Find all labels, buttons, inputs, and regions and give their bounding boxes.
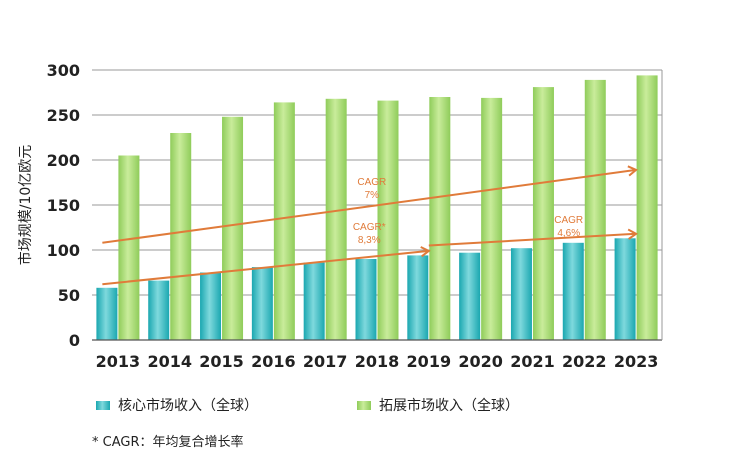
x-tick-label: 2020 bbox=[458, 352, 503, 371]
x-tick-label: 2017 bbox=[303, 352, 348, 371]
cagr-annotation: CAGR 7% bbox=[357, 177, 386, 201]
bar-extended-market bbox=[429, 97, 451, 340]
trend-line bbox=[102, 249, 429, 286]
x-tick-label: 2023 bbox=[614, 352, 659, 371]
x-tick-label: 2021 bbox=[510, 352, 555, 371]
footnote: * CAGR：年均复合增长率 bbox=[92, 434, 243, 450]
bar-extended-market bbox=[481, 97, 503, 341]
trend-arrowhead bbox=[420, 246, 431, 258]
cagr-annotation: CAGR 4,6% bbox=[554, 215, 583, 239]
y-tick-label: 250 bbox=[47, 106, 80, 125]
y-tick-label: 200 bbox=[47, 151, 80, 170]
bar-core-market bbox=[303, 262, 325, 340]
bar-extended-market bbox=[532, 87, 554, 340]
trend-line bbox=[102, 168, 637, 244]
bar-core-market bbox=[148, 280, 170, 340]
y-tick-label: 100 bbox=[47, 241, 80, 260]
x-tick-label: 2014 bbox=[147, 352, 192, 371]
x-tick-label: 2018 bbox=[355, 352, 400, 371]
bar-extended-market bbox=[325, 98, 347, 340]
trend-arrowhead bbox=[627, 228, 639, 240]
y-tick-label: 300 bbox=[47, 61, 80, 80]
x-tick-label: 2013 bbox=[96, 352, 141, 371]
axes: 0 50 100 150 200 250 300 2013 2014 2015 2016 2017 20… bbox=[47, 61, 663, 371]
legend-label-core: 核心市场收入（全球） bbox=[118, 397, 258, 414]
legend-swatch-core bbox=[96, 401, 110, 410]
trend-lines bbox=[102, 165, 639, 286]
bar-core-market bbox=[96, 287, 118, 340]
bar-core-market bbox=[459, 252, 481, 340]
y-tick-label: 0 bbox=[69, 331, 80, 350]
cagr-annotation: CAGR* 8,3% bbox=[353, 222, 386, 246]
bar-core-market bbox=[510, 248, 532, 340]
bar-extended-market bbox=[584, 79, 606, 341]
legend: 核心市场收入（全球） 拓展市场收入（全球） bbox=[96, 397, 519, 414]
bar-extended-market bbox=[118, 155, 140, 340]
bar-extended-market bbox=[636, 75, 658, 341]
bar-extended-market bbox=[273, 102, 295, 341]
trend-arrowhead bbox=[627, 165, 638, 177]
bar-extended-market bbox=[377, 100, 399, 340]
annotations: CAGR 7% CAGR* 8,3% CAGR 4,6% bbox=[353, 177, 583, 246]
bar-core-market bbox=[407, 255, 429, 340]
bar-core-market bbox=[200, 272, 222, 340]
bar-core-market bbox=[562, 242, 584, 340]
legend-label-extended: 拓展市场收入（全球） bbox=[379, 397, 519, 414]
trend-line bbox=[428, 232, 637, 247]
bar-core-market bbox=[251, 267, 273, 340]
legend-swatch-extended bbox=[357, 401, 371, 410]
x-tick-label: 2015 bbox=[199, 352, 244, 371]
bar-extended-market bbox=[170, 133, 192, 340]
bar-core-market bbox=[355, 259, 377, 340]
x-tick-label: 2022 bbox=[562, 352, 607, 371]
y-tick-label: 50 bbox=[58, 286, 80, 305]
y-axis-label: 市场规模/10亿欧元 bbox=[17, 145, 34, 266]
y-tick-label: 150 bbox=[47, 196, 80, 215]
bars bbox=[96, 75, 658, 341]
x-tick-label: 2016 bbox=[251, 352, 296, 371]
bar-core-market bbox=[614, 238, 636, 340]
x-tick-label: 2019 bbox=[407, 352, 452, 371]
bar-extended-market bbox=[222, 116, 244, 340]
